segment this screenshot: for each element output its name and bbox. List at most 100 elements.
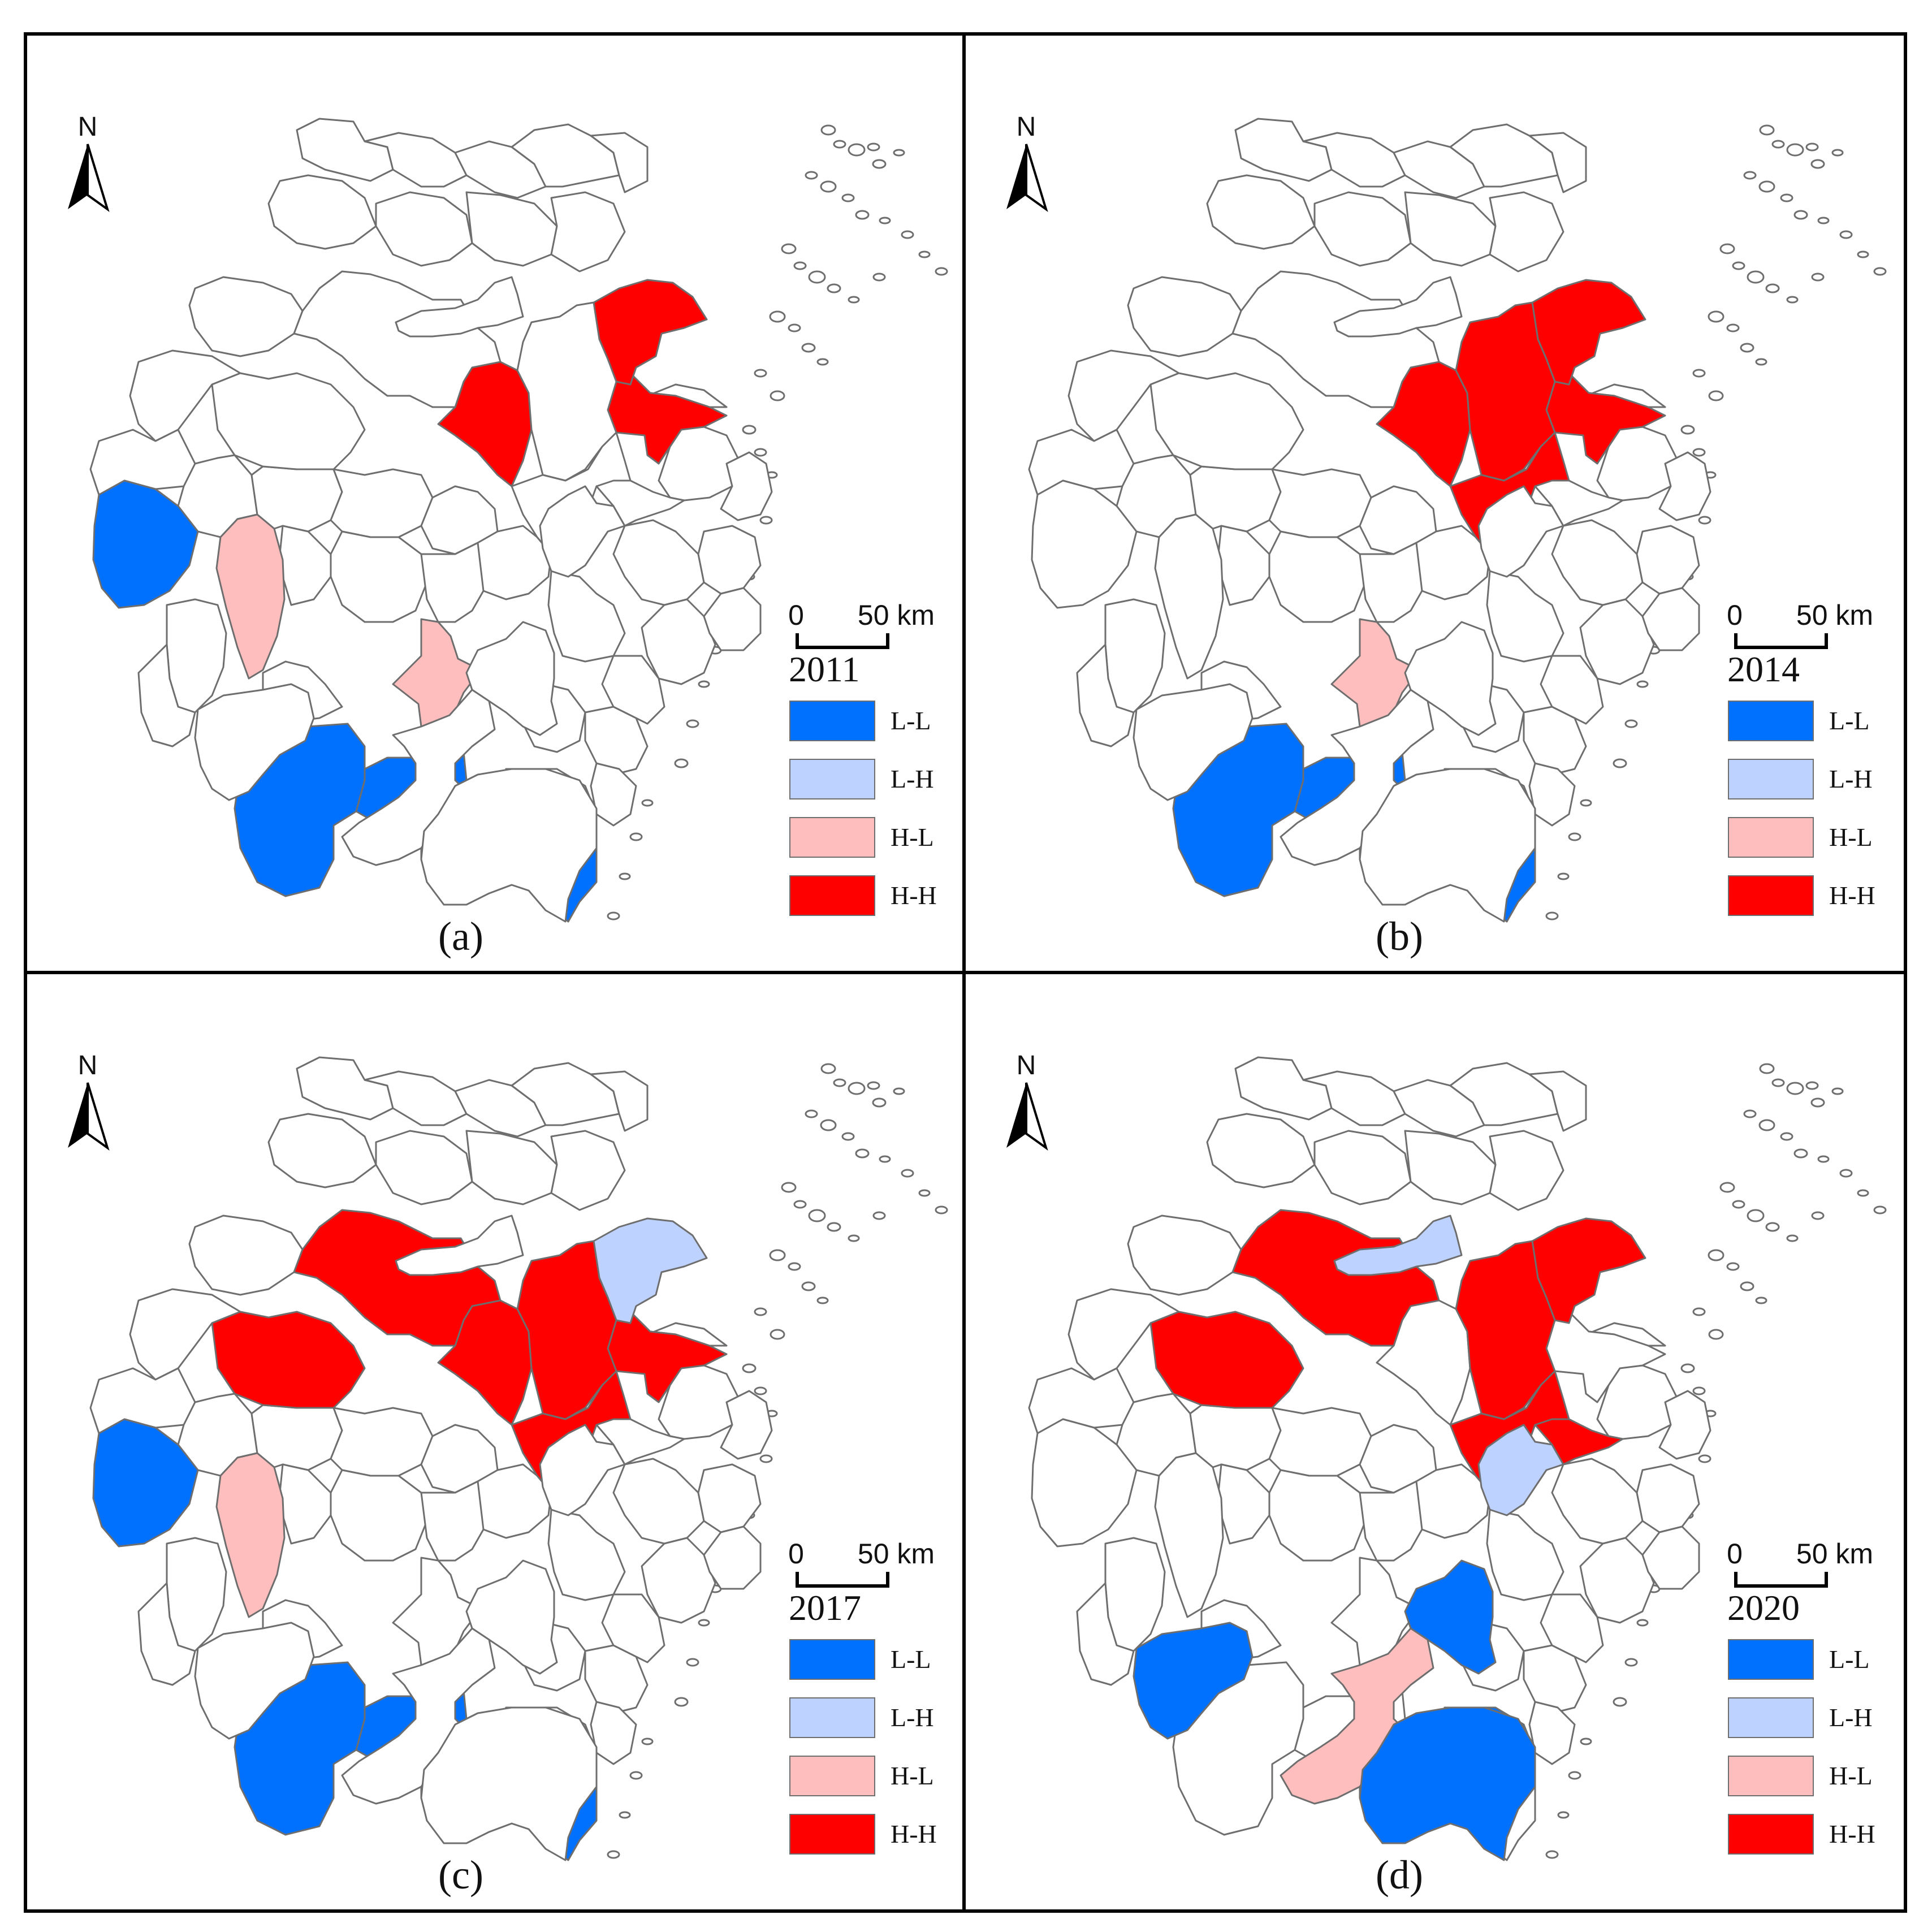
island — [1810, 1097, 1825, 1108]
legend-swatch-h-l — [1728, 817, 1814, 858]
island — [1740, 343, 1754, 353]
county-region — [547, 570, 626, 663]
island — [781, 1182, 797, 1193]
island — [816, 358, 829, 366]
island — [1636, 1619, 1649, 1627]
county-region — [1596, 1364, 1678, 1440]
island — [770, 390, 785, 401]
scale-start-label: 0 — [788, 599, 804, 631]
island — [820, 180, 837, 193]
island — [855, 210, 870, 220]
scale-end-label: 50 km — [858, 599, 935, 631]
legend-swatch-l-l — [789, 1639, 875, 1680]
county-region-w-blob — [1133, 683, 1254, 801]
county-region — [590, 762, 637, 827]
island — [872, 273, 886, 282]
island — [1580, 1737, 1592, 1745]
county-region-se-blue — [420, 768, 598, 923]
island — [1755, 358, 1767, 366]
island — [827, 1222, 841, 1232]
island — [1636, 680, 1649, 688]
county-region — [1551, 1458, 1644, 1545]
county-region — [1579, 598, 1655, 685]
island — [820, 1063, 836, 1074]
county-region — [641, 1537, 716, 1624]
county-region — [1404, 1130, 1497, 1205]
map-panel-b: N 0 50 km 2014 L-L L-H H-L H-H (b) — [1006, 112, 1887, 959]
island — [607, 1850, 620, 1859]
scale-start-label: 0 — [1727, 599, 1743, 631]
legend-swatch-h-h — [789, 875, 875, 916]
scale-start-label: 0 — [1727, 1538, 1743, 1570]
scale-bar — [1734, 1572, 1828, 1588]
county-region — [1404, 191, 1497, 267]
county-region-n-west — [211, 1311, 366, 1409]
island — [1624, 719, 1638, 728]
county-region-n-east-small — [1534, 1418, 1624, 1466]
island — [872, 159, 887, 169]
island — [1873, 267, 1887, 276]
scale-end-label: 50 km — [858, 1538, 935, 1570]
county-region — [1579, 1537, 1655, 1624]
scale-bar — [796, 1572, 889, 1588]
island — [698, 1619, 710, 1627]
island — [769, 1249, 786, 1261]
legend-label-h-h: H-H — [891, 881, 937, 910]
scale-start-label: 0 — [788, 1538, 804, 1570]
island — [1817, 217, 1830, 224]
island — [1857, 250, 1869, 258]
island — [1831, 149, 1844, 157]
island — [793, 1200, 807, 1209]
county-region — [1302, 132, 1406, 188]
island — [619, 1811, 631, 1819]
island — [1765, 283, 1780, 293]
county-region-n-east — [607, 1313, 728, 1403]
county-region-w-blob — [194, 683, 315, 801]
island — [770, 1329, 785, 1340]
legend-label-l-l: L-L — [1829, 1645, 1870, 1674]
county-region — [296, 1056, 394, 1121]
county-region — [330, 1407, 434, 1477]
county-region — [1067, 349, 1180, 442]
island — [1708, 1249, 1724, 1261]
island — [1726, 323, 1740, 332]
county-region-nw-west — [1031, 479, 1138, 609]
island — [820, 1119, 837, 1131]
island — [1831, 1087, 1844, 1095]
county-region-n-west — [211, 372, 366, 470]
legend-label-h-h: H-H — [1829, 881, 1875, 910]
island — [1780, 1132, 1793, 1141]
county-region-n-nw — [1231, 270, 1440, 408]
county-region — [1268, 1469, 1367, 1562]
county-region — [1528, 762, 1576, 827]
island — [833, 140, 846, 149]
legend-label-h-l: H-L — [891, 823, 934, 852]
legend-label-l-h: L-H — [891, 1703, 934, 1732]
island — [1708, 310, 1724, 323]
county-region-w-strip — [215, 513, 286, 680]
county-region-n-nw — [293, 270, 502, 408]
island — [674, 1697, 689, 1707]
county-region — [1551, 519, 1644, 606]
county-region — [1489, 1130, 1564, 1211]
island — [805, 1109, 818, 1118]
legend-label-h-h: H-H — [1829, 1819, 1875, 1848]
county-region — [590, 132, 649, 193]
island — [816, 1296, 829, 1304]
county-region — [129, 1288, 241, 1381]
island — [641, 799, 654, 807]
island — [1732, 1200, 1745, 1209]
island — [893, 149, 905, 157]
legend-swatch-l-l — [789, 701, 875, 741]
county-region — [330, 468, 434, 538]
legend-swatch-h-l — [789, 817, 875, 858]
island — [686, 1658, 699, 1667]
county-region — [697, 525, 762, 595]
north-letter: N — [1017, 1051, 1036, 1080]
island — [781, 243, 797, 254]
county-region — [1268, 468, 1372, 538]
county-region — [1234, 1056, 1333, 1121]
county-region — [188, 276, 304, 357]
scale-bar — [1734, 633, 1828, 649]
county-region — [697, 1463, 762, 1533]
